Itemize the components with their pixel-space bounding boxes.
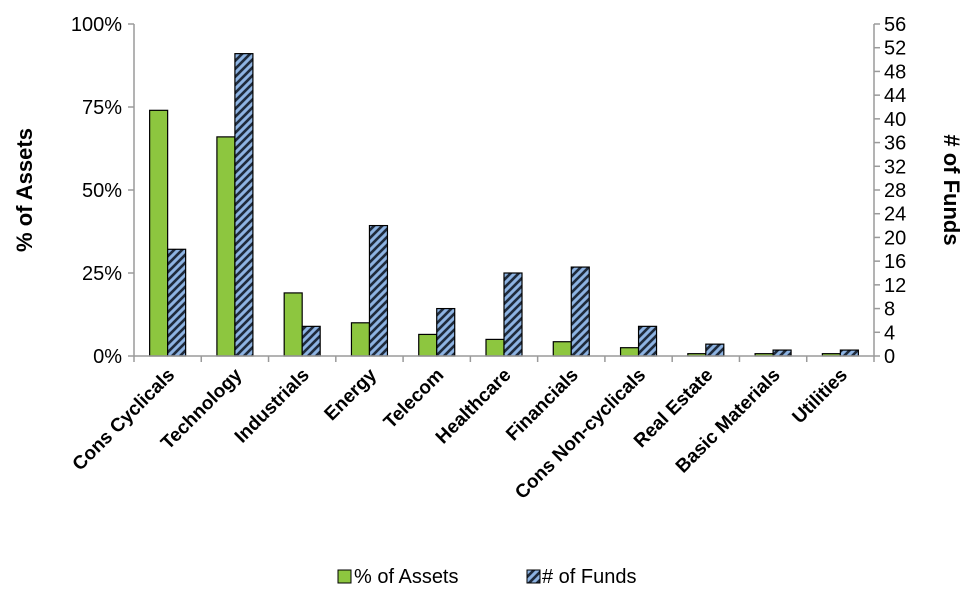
- bar-funds-3: [368, 224, 389, 357]
- legend-label-funds: # of Funds: [542, 566, 637, 588]
- right-tick-label: 56: [884, 14, 906, 36]
- right-tick-label: 20: [884, 227, 906, 249]
- bar-funds-10: [839, 349, 859, 357]
- bar-funds-0: [167, 248, 187, 357]
- right-tick-label: 12: [884, 275, 906, 297]
- right-tick-label: 0: [884, 346, 895, 368]
- bar-assets-1: [216, 136, 236, 357]
- category-label: Energy: [321, 364, 382, 425]
- category-label: Telecom: [380, 365, 448, 433]
- bars-group: [149, 53, 859, 357]
- right-tick-label: 8: [884, 299, 895, 321]
- legend-swatch-funds: [526, 569, 541, 584]
- left-tick-label: 100%: [71, 14, 122, 36]
- bar-assets-0: [149, 109, 169, 357]
- bar-assets-4: [418, 333, 438, 357]
- right-tick-label: 4: [884, 322, 895, 344]
- left-tick-labels: 0% 25% 50% 75% 100%: [71, 14, 134, 368]
- bar-funds-6: [570, 266, 590, 357]
- bar-funds-4: [436, 307, 456, 357]
- bar-assets-2: [283, 292, 303, 357]
- bar-assets-6: [552, 341, 572, 357]
- left-tick-label: 75%: [82, 97, 122, 119]
- category-label: Cons Non-cyclicals: [511, 365, 650, 504]
- left-tick-label: 0%: [93, 346, 122, 368]
- bar-funds-1: [234, 53, 254, 357]
- bar-assets-3: [350, 322, 371, 357]
- right-tick-label: 24: [884, 204, 906, 226]
- right-tick-label: 52: [884, 38, 906, 60]
- legend: % of Assets # of Funds: [337, 566, 637, 588]
- bar-funds-9: [772, 349, 792, 357]
- category-label: Cons Cyclicals: [69, 365, 179, 475]
- right-tick-label: 28: [884, 180, 906, 202]
- right-axis-title: # of Funds: [939, 134, 963, 245]
- right-tick-label: 36: [884, 133, 906, 155]
- right-tick-label: 44: [884, 85, 906, 107]
- bar-funds-2: [301, 325, 321, 357]
- legend-swatch-assets: [337, 569, 352, 584]
- left-axis-title: % of Assets: [12, 128, 37, 252]
- bar-funds-8: [705, 343, 725, 357]
- right-tick-label: 32: [884, 156, 906, 178]
- right-tick-label: 48: [884, 61, 906, 83]
- left-tick-label: 50%: [82, 180, 122, 202]
- bar-assets-5: [485, 338, 505, 357]
- left-tick-label: 25%: [82, 263, 122, 285]
- right-tick-label: 40: [884, 109, 906, 131]
- bar-assets-7: [619, 347, 640, 357]
- bar-funds-5: [503, 272, 523, 357]
- right-tick-label: 16: [884, 251, 906, 273]
- category-label: Utilities: [789, 365, 852, 428]
- legend-label-assets: % of Assets: [354, 566, 459, 588]
- bar-funds-7: [637, 325, 658, 357]
